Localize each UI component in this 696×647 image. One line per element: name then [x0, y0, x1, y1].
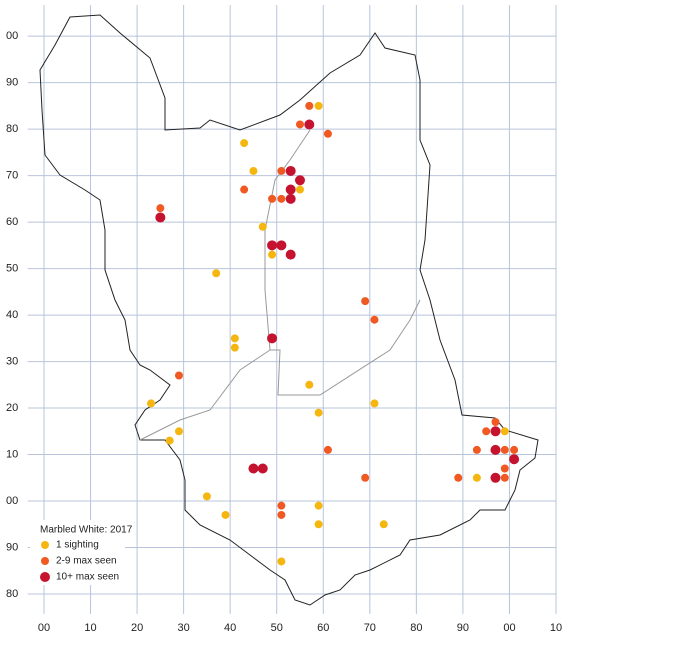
record-dot [267, 333, 278, 344]
y-tick-label: 90 [6, 77, 18, 89]
record-dot [510, 445, 519, 454]
record-dot [314, 501, 323, 510]
record-dot [295, 185, 304, 194]
record-dot [314, 408, 323, 417]
record-dot [230, 343, 239, 352]
legend-swatch [40, 572, 50, 582]
district-boundary [139, 129, 421, 441]
legend-title: Marbled White: 2017 [40, 525, 133, 536]
record-dot [370, 315, 379, 324]
record-dot [500, 427, 509, 436]
record-dot [314, 520, 323, 529]
y-tick-label: 00 [6, 30, 18, 42]
record-dot [240, 139, 249, 148]
record-dot [212, 269, 221, 278]
record-dot [295, 120, 304, 129]
record-dot [500, 445, 509, 454]
record-dot [276, 240, 287, 251]
record-dot [221, 510, 230, 519]
record-dot [305, 380, 314, 389]
legend-label: 2-9 max seen [56, 556, 117, 567]
record-dot [156, 204, 165, 213]
record-dot [323, 129, 332, 138]
record-dot [490, 444, 501, 455]
record-dot [314, 101, 323, 110]
y-tick-label: 70 [6, 170, 18, 182]
record-dot [285, 165, 296, 176]
x-tick-label: 80 [410, 622, 422, 634]
record-dot [230, 334, 239, 343]
x-tick-label: 70 [364, 622, 376, 634]
record-dot [491, 418, 500, 427]
record-dot [174, 427, 183, 436]
y-tick-label: 40 [6, 309, 18, 321]
record-dot [472, 473, 481, 482]
record-dot [202, 492, 211, 501]
x-tick-label: 30 [178, 622, 190, 634]
record-dot [165, 436, 174, 445]
record-dot [155, 212, 166, 223]
x-tick-label: 00 [38, 622, 50, 634]
x-tick-label: 20 [131, 622, 143, 634]
record-dot [490, 472, 501, 483]
y-tick-label: 80 [6, 588, 18, 600]
record-dot [268, 194, 277, 203]
record-dot [509, 454, 520, 465]
x-tick-label: 10 [84, 622, 96, 634]
x-tick-label: 60 [317, 622, 329, 634]
record-dot [482, 427, 491, 436]
record-dot [500, 464, 509, 473]
record-dot [147, 399, 156, 408]
legend-label: 10+ max seen [56, 572, 119, 583]
record-dot [258, 222, 267, 231]
x-tick-label: 10 [550, 622, 562, 634]
record-dot [490, 426, 501, 437]
y-tick-label: 50 [6, 262, 18, 274]
x-tick-label: 00 [503, 622, 515, 634]
record-dot [277, 510, 286, 519]
y-tick-label: 30 [6, 355, 18, 367]
y-tick-label: 80 [6, 123, 18, 135]
legend-swatch [41, 557, 49, 565]
record-dot [379, 520, 388, 529]
y-tick-label: 60 [6, 216, 18, 228]
legend-swatch [41, 541, 49, 549]
record-dot [174, 371, 183, 380]
record-dot [277, 501, 286, 510]
record-dot [454, 473, 463, 482]
record-dot [277, 166, 286, 175]
x-tick-label: 50 [271, 622, 283, 634]
record-dot [249, 166, 258, 175]
record-dot [285, 184, 296, 195]
record-dot [285, 193, 296, 204]
record-dot [277, 557, 286, 566]
record-dot [305, 101, 314, 110]
x-tick-label: 90 [457, 622, 469, 634]
legend-label: 1 sighting [56, 540, 99, 551]
record-dot [257, 463, 268, 474]
y-tick-label: 00 [6, 495, 18, 507]
record-dot [304, 119, 315, 130]
record-dot [248, 463, 259, 474]
y-tick-label: 20 [6, 402, 18, 414]
county-outline [39, 14, 539, 606]
record-dot [268, 250, 277, 259]
record-dot [361, 473, 370, 482]
record-dot [294, 175, 305, 186]
record-dot [277, 194, 286, 203]
record-dot [267, 240, 278, 251]
record-dot [285, 249, 296, 260]
y-tick-label: 90 [6, 541, 18, 553]
record-dot [323, 445, 332, 454]
record-dot [240, 185, 249, 194]
record-dot [370, 399, 379, 408]
record-dot [500, 473, 509, 482]
y-tick-label: 10 [6, 448, 18, 460]
x-tick-label: 40 [224, 622, 236, 634]
record-dot [361, 297, 370, 306]
record-dot [472, 445, 481, 454]
